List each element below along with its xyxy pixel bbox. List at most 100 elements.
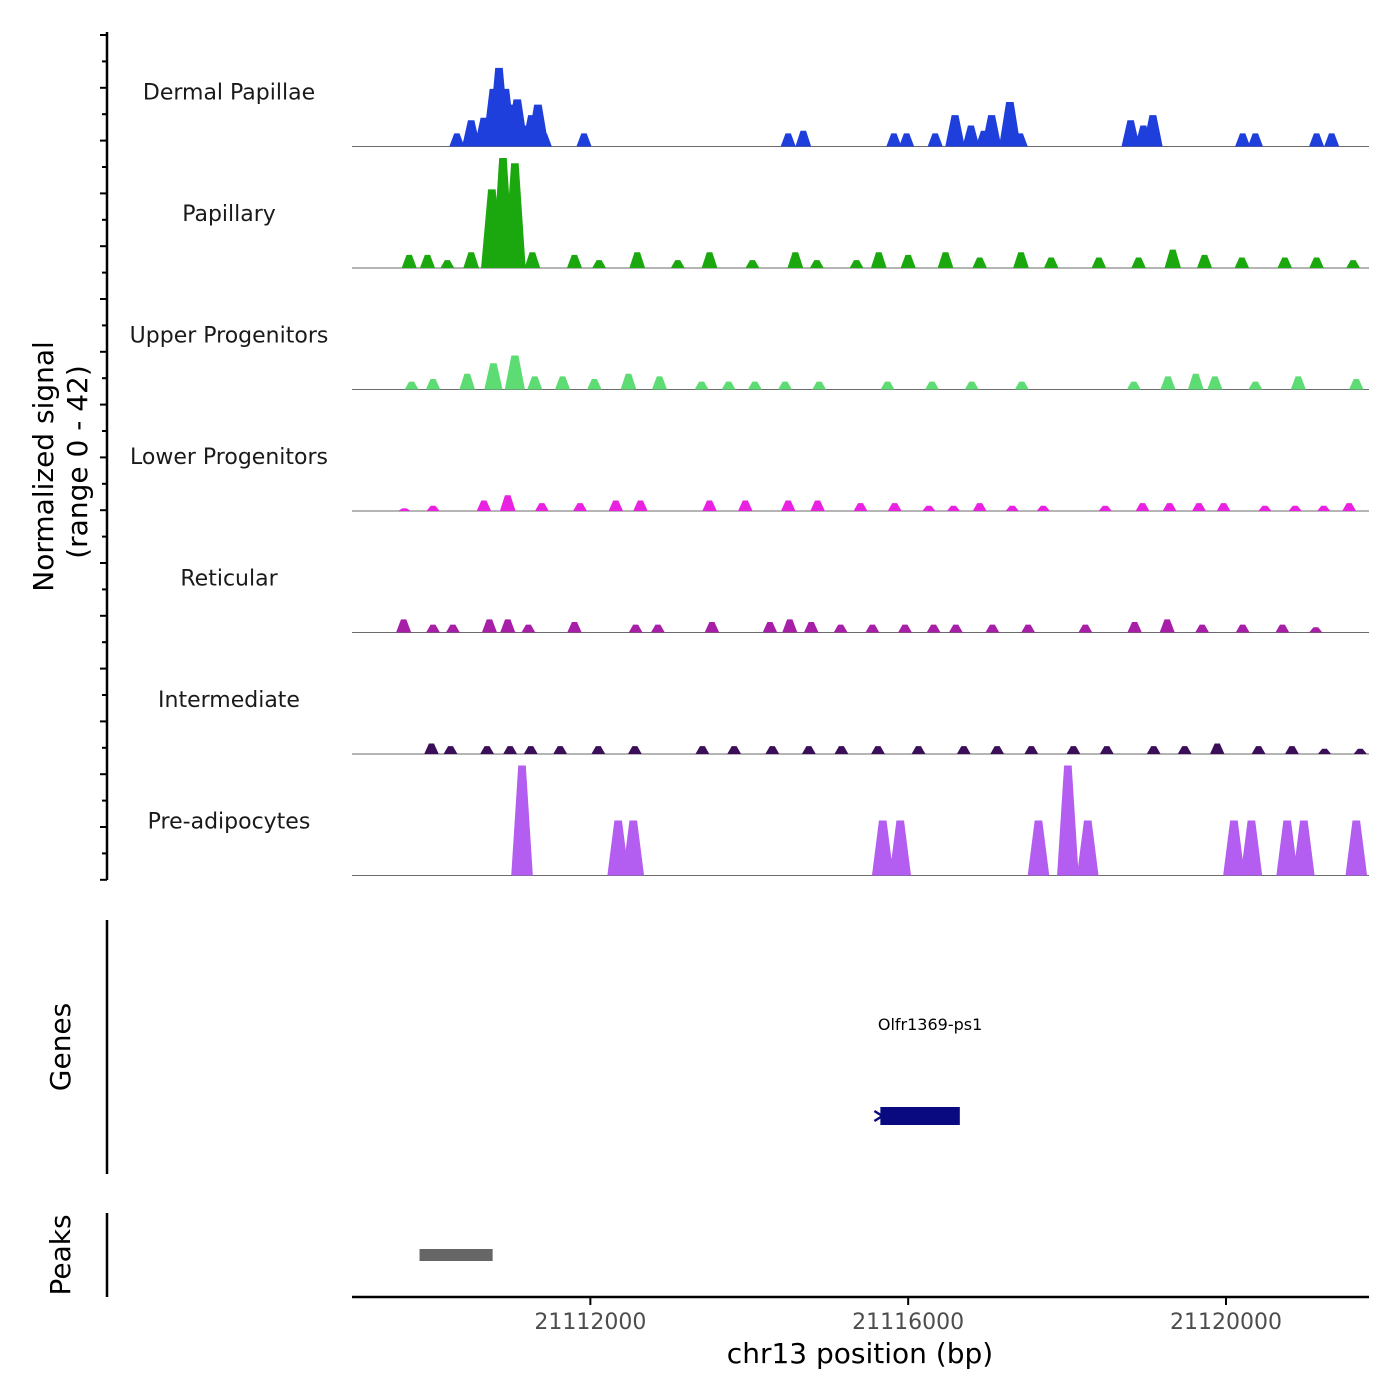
signal-peak — [592, 260, 607, 268]
signal-peak — [476, 500, 492, 511]
signal-peak — [1276, 820, 1298, 876]
track-4: Lower Progenitors — [130, 445, 1369, 512]
signal-peak — [865, 624, 880, 633]
signal-peak — [801, 746, 816, 754]
genes-track: Olfr1369-ps1 — [873, 1015, 982, 1125]
signal-peak — [1196, 254, 1213, 268]
signal-peak — [591, 746, 606, 754]
signal-peak — [1235, 624, 1250, 633]
signal-peak — [1258, 505, 1272, 511]
signal-peak — [536, 133, 552, 147]
signal-peak — [1309, 627, 1323, 633]
signal-peak — [900, 254, 916, 268]
signal-peak — [1014, 381, 1029, 390]
signal-peak — [511, 765, 533, 876]
signal-peak — [419, 254, 436, 268]
signal-peak — [398, 508, 411, 511]
signal-peak — [1207, 376, 1223, 390]
signal-peak — [964, 381, 979, 390]
signal-peak — [1290, 376, 1306, 390]
signal-peak — [795, 130, 812, 147]
signal-peak — [1098, 505, 1112, 511]
signal-peak — [524, 252, 541, 268]
signal-peak — [985, 624, 1000, 633]
peaks-axis-title: Peaks — [44, 1214, 77, 1295]
signal-peak — [1036, 505, 1050, 511]
peak-region — [419, 1249, 493, 1261]
signal-peak — [651, 376, 668, 390]
signal-peak — [886, 133, 902, 147]
signal-peak — [1346, 260, 1361, 268]
x-axis-ticks: 21112000 21116000 21120000 — [534, 1297, 1282, 1335]
signal-peak — [1024, 746, 1039, 754]
signal-peak — [747, 381, 762, 390]
signal-peak — [440, 260, 455, 268]
peaks-track — [419, 1249, 493, 1261]
signal-peak — [1143, 115, 1163, 147]
signal-peak — [567, 622, 582, 633]
signal-peak — [554, 376, 571, 390]
signal-peak — [1324, 133, 1340, 147]
signal-peak — [504, 163, 526, 268]
signal-peak — [937, 252, 954, 268]
signal-peak — [927, 133, 943, 147]
signal-peak — [1247, 133, 1263, 147]
y-axis-title: Normalized signal (range 0 - 42) — [27, 332, 94, 591]
signal-peak — [898, 624, 912, 633]
signal-peak — [527, 376, 543, 390]
track-label: Pre-adipocytes — [148, 810, 311, 835]
signal-peak — [1345, 820, 1368, 876]
signal-peak — [1131, 257, 1146, 268]
signal-peak — [499, 495, 516, 511]
signal-peak — [1195, 624, 1210, 633]
signal-peak — [1342, 503, 1357, 511]
signal-peak — [1076, 820, 1099, 876]
signal-peak — [670, 260, 685, 268]
coverage-y-axis-ticks — [100, 34, 107, 881]
signal-peak — [1177, 746, 1192, 754]
signal-peak — [948, 624, 963, 633]
track-label: Upper Progenitors — [130, 324, 329, 349]
signal-peak — [727, 746, 742, 754]
signal-peak — [1121, 120, 1140, 147]
track-label: Dermal Papillae — [143, 81, 315, 106]
y-axis-title-line1: Normalized signal — [27, 341, 60, 592]
signal-peak — [534, 503, 549, 511]
track-label: Reticular — [180, 567, 278, 592]
signal-peak — [627, 746, 642, 754]
signal-peak — [701, 252, 718, 268]
signal-peak — [695, 746, 710, 754]
signal-peak — [1309, 257, 1324, 268]
signal-peak — [1127, 622, 1142, 633]
signal-peak — [972, 257, 987, 268]
signal-peak — [738, 500, 753, 511]
signal-peak — [926, 624, 941, 633]
signal-peak — [1235, 133, 1251, 147]
signal-peak — [1021, 624, 1036, 633]
track-1: Dermal Papillae — [143, 67, 1369, 147]
x-tick-label: 21116000 — [852, 1310, 964, 1335]
coverage-tracks: Dermal Papillae Papillary Upper Progenitor… — [130, 67, 1369, 876]
signal-peak — [1078, 624, 1093, 633]
signal-peak — [999, 101, 1021, 147]
signal-peak — [778, 381, 792, 390]
signal-peak — [945, 115, 965, 147]
signal-peak — [721, 381, 736, 390]
x-axis-title: chr13 position (bp) — [727, 1337, 993, 1370]
signal-peak — [1353, 748, 1367, 754]
signal-peak — [481, 619, 498, 633]
signal-peak — [620, 373, 637, 390]
signal-peak — [1013, 252, 1029, 268]
signal-peak — [1066, 746, 1081, 754]
signal-peak — [1216, 503, 1231, 511]
track-label: Intermediate — [158, 688, 300, 713]
signal-peak — [1284, 746, 1299, 754]
signal-peak — [1091, 257, 1107, 268]
signal-peak — [922, 505, 936, 511]
signal-peak — [704, 622, 720, 633]
signal-peak — [426, 505, 440, 511]
signal-peak — [1187, 373, 1204, 390]
signal-peak — [1248, 381, 1263, 390]
